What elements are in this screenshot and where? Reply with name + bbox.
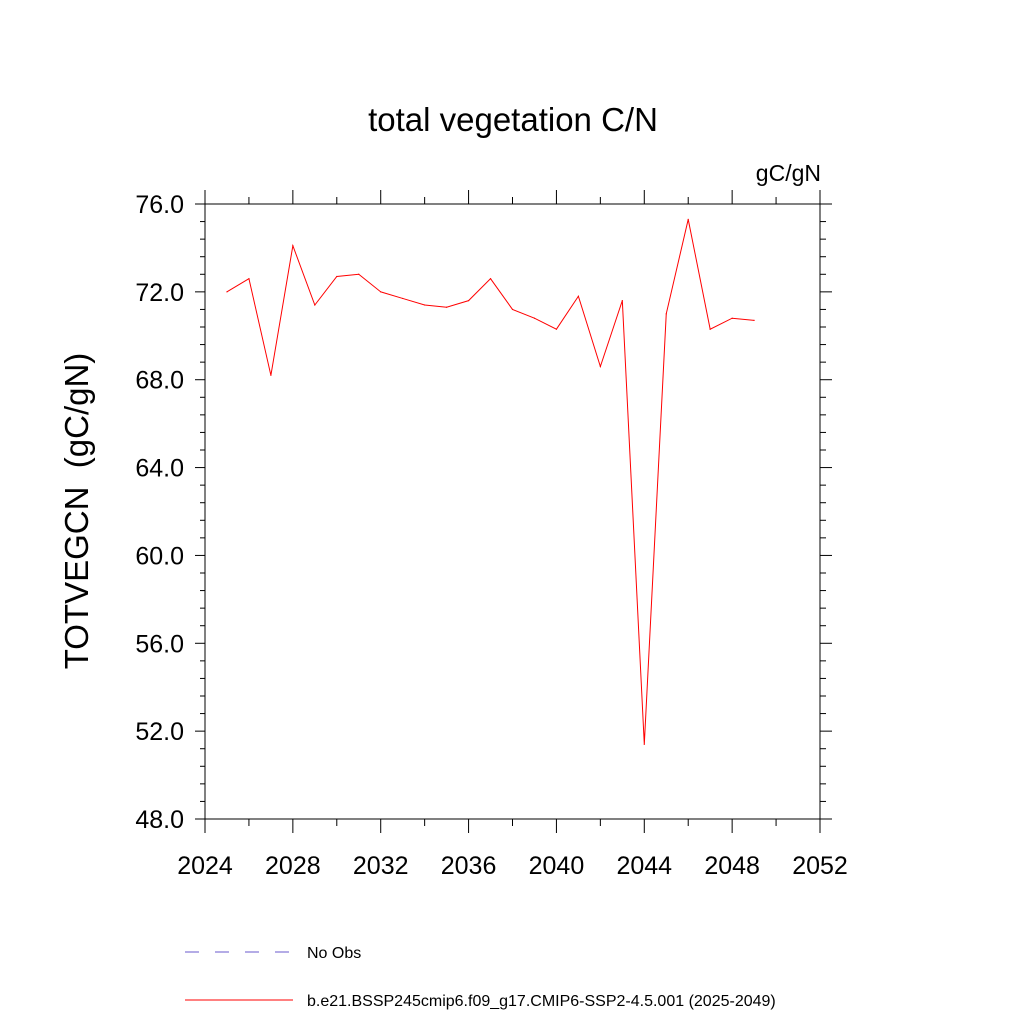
x-tick-label: 2032 [353,852,409,880]
series-layer [226,218,755,745]
x-tick-label: 2048 [704,852,760,880]
x-tick-label: 2024 [177,852,233,880]
data-point [248,278,250,280]
data-point [358,273,360,275]
y-tick-label: 68.0 [135,367,184,395]
y-tick-label: 60.0 [135,542,184,570]
data-point [336,275,338,278]
y-tick-label: 56.0 [135,630,184,658]
data-point [489,278,492,280]
x-tick-label: 2044 [616,852,672,880]
legend-label-model: b.e21.BSSP245cmip6.f09_g17.CMIP6-SSP2-4.… [307,993,776,1010]
chart-title: total vegetation C/N [368,101,658,138]
data-point [753,319,755,322]
data-point [446,306,448,308]
data-point [709,328,711,330]
data-point [687,218,689,220]
plot-frame [204,203,821,820]
data-point [380,291,382,293]
legend: No Obs b.e21.BSSP245cmip6.f09_g17.CMIP6-… [185,945,776,1010]
y-tick-label: 64.0 [135,455,184,483]
data-point [511,308,514,311]
y-tick-label: 72.0 [135,279,184,307]
y-axis: 48.0 52.0 56.0 60.0 64.0 68.0 72.0 76.0 [135,191,832,834]
y-tick-label: 52.0 [135,718,184,746]
x-tick-label: 2052 [792,852,848,880]
series-line [226,219,755,745]
x-tick-label: 2036 [441,852,497,880]
x-tick-label: 2040 [529,852,585,880]
data-point [555,328,558,330]
data-point [402,297,404,300]
data-point [314,304,316,306]
y-tick-label: 48.0 [135,806,184,834]
data-point [731,317,733,319]
data-point [226,291,228,293]
x-tick-label: 2028 [265,852,321,880]
units-label: gC/gN [756,160,821,186]
data-point [643,743,645,745]
data-point [533,317,536,319]
data-point [577,295,579,297]
x-axis: 2024 2028 2032 2036 2040 2044 2048 2052 [177,190,848,880]
data-point [270,374,272,376]
y-tick-label: 76.0 [135,191,184,219]
data-point [292,245,294,247]
data-point [599,365,601,368]
data-point [621,300,623,302]
data-point [665,313,667,315]
legend-label-no-obs: No Obs [307,945,361,962]
data-point [467,300,470,302]
data-point [424,304,426,306]
y-axis-label: TOTVEGCN (gC/gN) [58,353,95,670]
